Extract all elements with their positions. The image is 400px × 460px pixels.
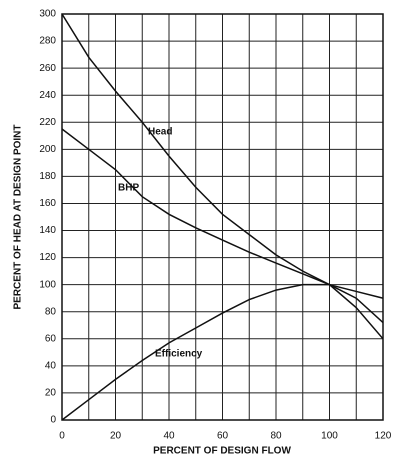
y-tick-label: 40 <box>45 361 57 372</box>
x-axis-title: PERCENT OF DESIGN FLOW <box>153 446 291 457</box>
curve <box>61 283 384 421</box>
y-tick-label: 220 <box>39 117 56 128</box>
y-tick-label: 280 <box>39 36 56 47</box>
y-tick-label: 180 <box>39 171 56 182</box>
x-tick-label: 40 <box>163 431 175 442</box>
y-tick-label: 200 <box>39 144 56 155</box>
curve-label: Head <box>148 127 172 138</box>
y-tick-label: 20 <box>45 388 57 399</box>
x-tick-label: 100 <box>321 431 338 442</box>
x-tick-label: 20 <box>110 431 122 442</box>
y-tick-label: 160 <box>39 198 56 209</box>
y-tick-label: 60 <box>45 333 57 344</box>
curve-label: Efficiency <box>155 349 203 360</box>
y-axis-title: PERCENT OF HEAD AT DESIGN POINT <box>13 124 24 309</box>
y-tick-label: 0 <box>50 415 56 426</box>
y-tick-label: 260 <box>39 63 56 74</box>
plot-frame <box>61 13 384 421</box>
x-tick-label: 120 <box>375 431 392 442</box>
y-tick-label: 140 <box>39 225 56 236</box>
y-tick-label: 100 <box>39 279 56 290</box>
y-tick-label: 240 <box>39 90 56 101</box>
y-tick-label: 300 <box>39 9 56 20</box>
y-tick-label: 120 <box>39 252 56 263</box>
x-tick-label: 80 <box>270 431 282 442</box>
y-tick-label: 80 <box>45 306 57 317</box>
x-tick-label: 60 <box>217 431 229 442</box>
curve-label: BHP <box>118 183 139 194</box>
x-tick-label: 0 <box>59 431 65 442</box>
